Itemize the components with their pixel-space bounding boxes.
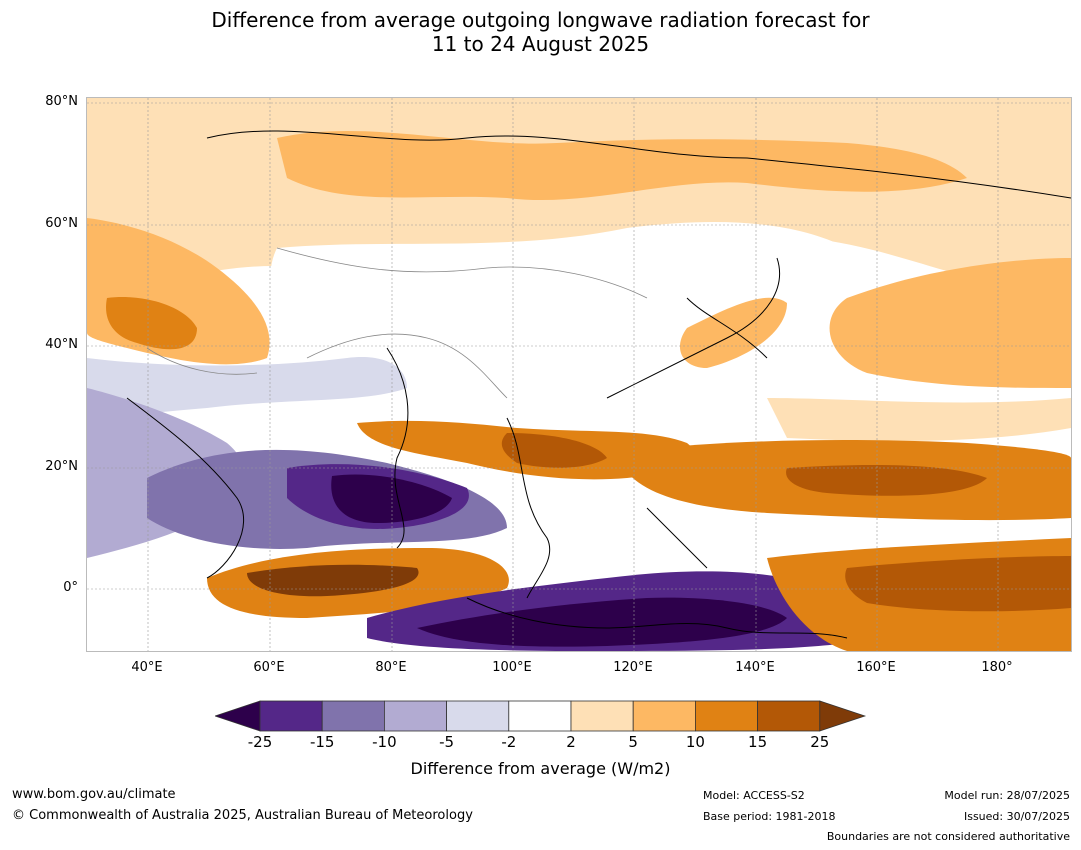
pacific-north-orange: [829, 258, 1071, 388]
colorbar-tick-label: 25: [810, 733, 830, 751]
lon-label-120e: 120°E: [613, 660, 653, 675]
indian-ocean-purple-darkest: [331, 474, 452, 523]
colorbar-extend-high: [819, 700, 867, 732]
siberia-orange-band: [277, 131, 967, 201]
lon-label-180: 180°: [981, 660, 1013, 675]
footer-issued: Issued: 30/07/2025: [963, 810, 1070, 823]
lon-label-140e: 140°E: [735, 660, 775, 675]
europe-dark-orange: [106, 297, 197, 350]
colorbar-tick-label: 10: [685, 733, 705, 751]
colorbar-segment: [259, 700, 323, 732]
pacific-light-orange: [767, 398, 1071, 441]
colorbar-segment: [632, 700, 696, 732]
colorbar-tick-label: -15: [309, 733, 335, 751]
colorbar-segment: [508, 700, 572, 732]
colorbar-segments: [215, 700, 867, 732]
colorbar-segment: [570, 700, 634, 732]
himalaya-light-purple: [87, 357, 407, 418]
south-pacific-dark-orange: [845, 556, 1071, 612]
south-china-dark-orange: [501, 433, 607, 468]
map-svg: [87, 98, 1071, 651]
footer-model-run: Model run: 28/07/2025: [944, 789, 1070, 802]
lon-label-80e: 80°E: [375, 660, 407, 675]
colorbar-tick-label: 15: [748, 733, 768, 751]
coastlines: [126, 130, 1071, 639]
lon-label-160e: 160°E: [856, 660, 896, 675]
lat-label-60n: 60°N: [45, 216, 78, 231]
map-title: Difference from average outgoing longwav…: [0, 8, 1081, 56]
footer-model: Model: ACCESS-S2: [703, 789, 805, 802]
title-line-1: Difference from average outgoing longwav…: [211, 8, 870, 32]
colorbar-segment: [321, 700, 385, 732]
colorbar-segment: [694, 700, 758, 732]
equatorial-indian-dark-orange: [247, 564, 419, 597]
lat-label-80n: 80°N: [45, 94, 78, 109]
colorbar-tick-label: -2: [501, 733, 517, 751]
colorbar-tick-label: -5: [439, 733, 455, 751]
lon-label-100e: 100°E: [492, 660, 532, 675]
colorbar-tick-label: 2: [566, 733, 576, 751]
forecast-map: [86, 97, 1072, 652]
lon-label-40e: 40°E: [131, 660, 163, 675]
maritime-purple-darkest: [417, 597, 787, 647]
colorbar-segment: [446, 700, 510, 732]
colorbar-title: Difference from average (W/m2): [410, 759, 671, 778]
footer-base-period: Base period: 1981-2018: [703, 810, 836, 823]
colorbar-segment: [757, 700, 821, 732]
west-pacific-dark-orange: [786, 465, 987, 496]
colorbar-segment: [383, 700, 447, 732]
footer-disclaimer: Boundaries are not considered authoritat…: [826, 830, 1070, 843]
colorbar-tick-label: -10: [372, 733, 397, 751]
colorbar-extend-low: [215, 700, 261, 732]
lon-label-60e: 60°E: [253, 660, 285, 675]
lat-label-0: 0°: [63, 580, 78, 595]
lat-label-40n: 40°N: [45, 337, 78, 352]
colorbar-tick-label: 5: [628, 733, 638, 751]
colorbar: [215, 700, 867, 732]
graticule: [87, 98, 1071, 651]
title-line-2: 11 to 24 August 2025: [431, 32, 650, 56]
footer-website[interactable]: www.bom.gov.au/climate: [12, 787, 176, 802]
country-borders: [146, 247, 648, 399]
footer-copyright: © Commonwealth of Australia 2025, Austra…: [12, 808, 473, 823]
lat-label-20n: 20°N: [45, 459, 78, 474]
colorbar-tick-label: -25: [247, 733, 273, 751]
